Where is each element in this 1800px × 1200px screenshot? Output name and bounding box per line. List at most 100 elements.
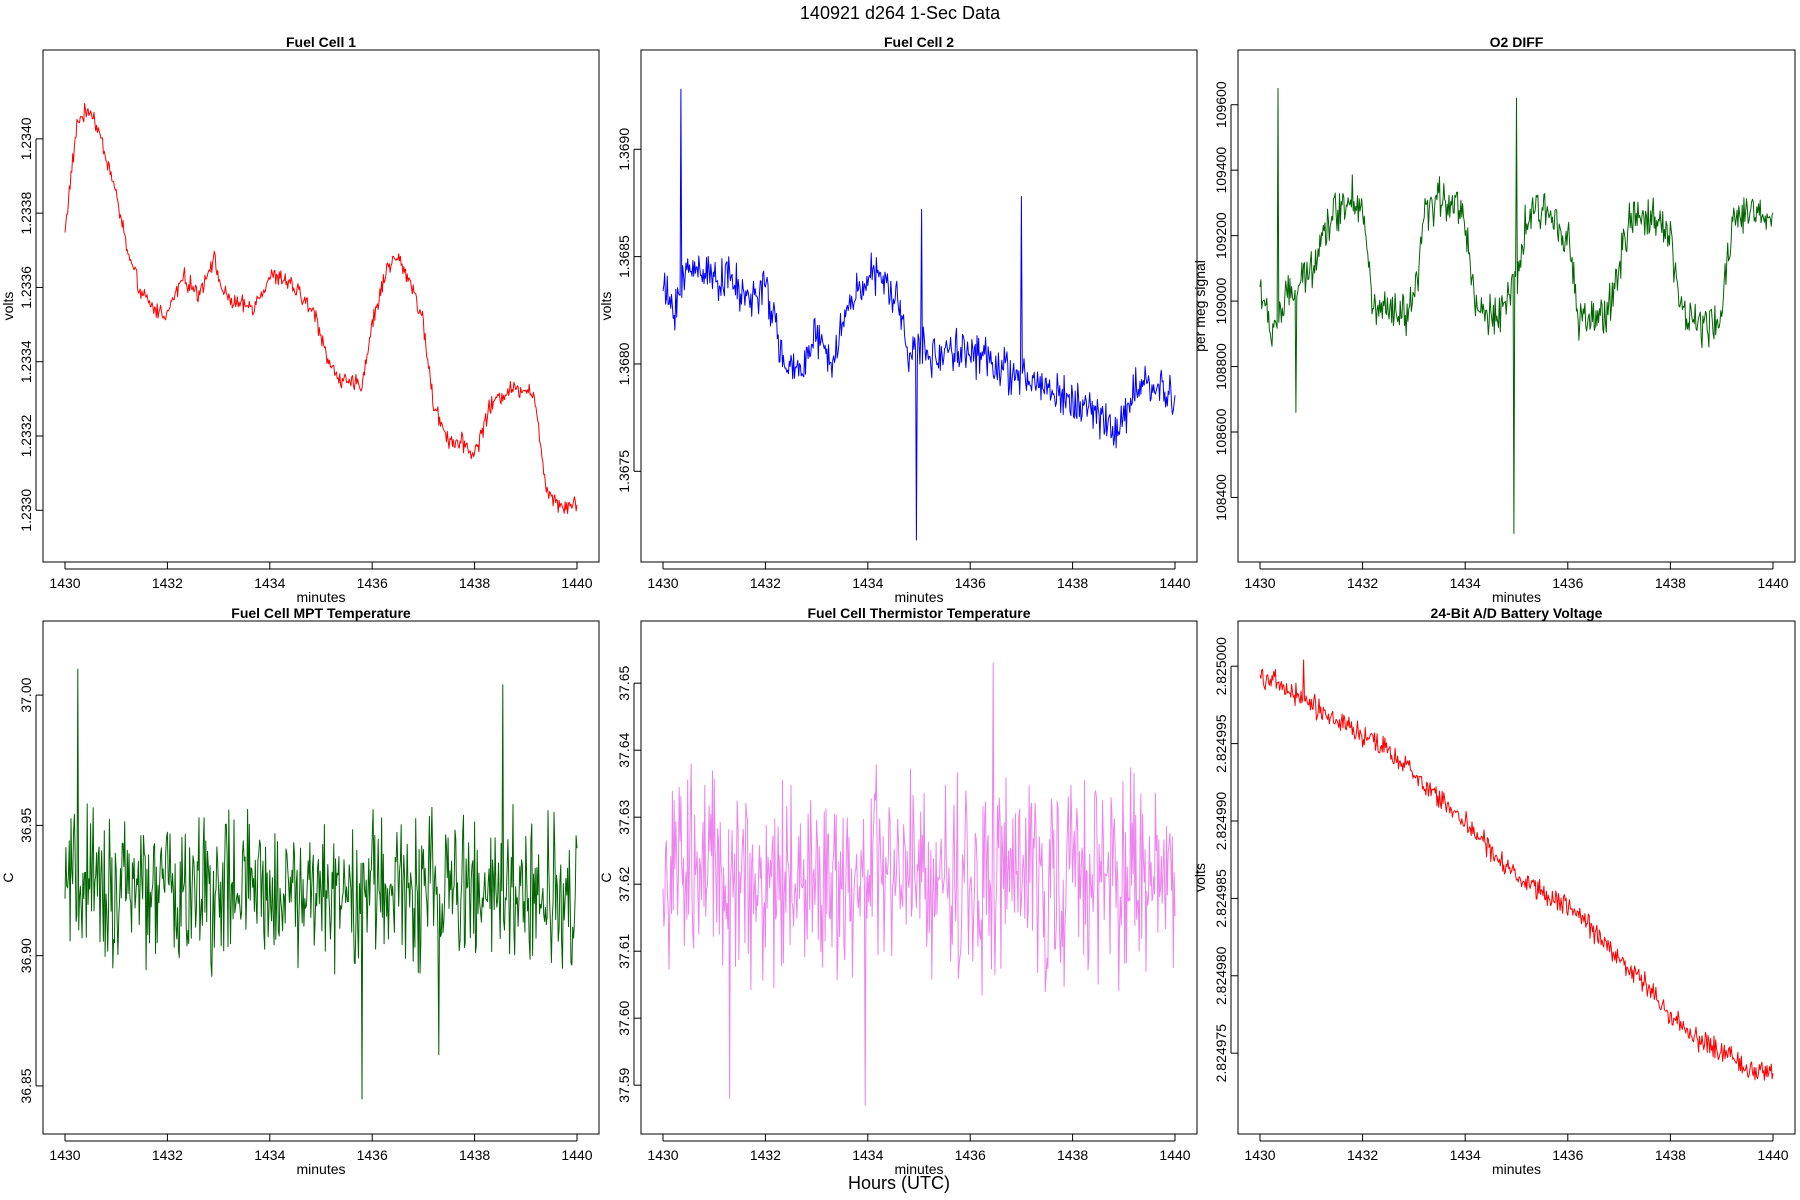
x-tick-label: 1432 xyxy=(750,1147,781,1163)
x-tick-label: 1436 xyxy=(1552,575,1583,591)
y-tick-label: 108600 xyxy=(1213,408,1229,455)
plot-frame xyxy=(640,49,1198,563)
x-tick-label: 1438 xyxy=(1655,575,1686,591)
y-tick-label: 1.2332 xyxy=(18,414,34,457)
figure-title: 140921 d264 1-Sec Data xyxy=(800,3,1001,23)
y-tick-label: 2.824985 xyxy=(1213,869,1229,928)
x-tick-label: 1436 xyxy=(955,1147,986,1163)
y-tick-label: 1.3675 xyxy=(616,450,632,493)
y-tick-label: 36.85 xyxy=(18,1068,34,1103)
y-tick-label: 37.62 xyxy=(616,866,632,901)
chart-panel: O2 DIFF 1430 1432 1434 1436 1438 1440 minutes 10… xyxy=(1192,34,1796,605)
x-tick-label: 1430 xyxy=(49,575,80,591)
x-axis-label: minutes xyxy=(296,1161,345,1177)
y-tick-label: 2.825000 xyxy=(1213,637,1229,696)
x-tick-label: 1434 xyxy=(852,1147,883,1163)
chart-panel: Fuel Cell MPT Temperature 1430 1432 1434 143… xyxy=(0,605,600,1177)
x-tick-label: 1434 xyxy=(852,575,883,591)
x-tick-label: 1438 xyxy=(1057,1147,1088,1163)
plot-frame xyxy=(42,620,600,1135)
y-tick-label: 37.63 xyxy=(616,799,632,834)
x-tick-label: 1434 xyxy=(254,1147,285,1163)
y-tick-label: 37.61 xyxy=(616,933,632,968)
figure-xlabel: Hours (UTC) xyxy=(848,1173,950,1193)
y-tick-label: 2.824975 xyxy=(1213,1024,1229,1083)
x-tick-label: 1430 xyxy=(1244,575,1275,591)
x-tick-label: 1440 xyxy=(561,1147,592,1163)
plot-frame xyxy=(42,49,600,563)
x-tick-label: 1432 xyxy=(750,575,781,591)
chart-panel: Fuel Cell 1 1430 1432 1434 1436 1438 1440 minut… xyxy=(0,34,600,605)
x-tick-label: 1434 xyxy=(254,575,285,591)
x-tick-label: 1438 xyxy=(1655,1147,1686,1163)
y-tick-label: 37.59 xyxy=(616,1067,632,1102)
y-tick-label: 1.3680 xyxy=(616,342,632,385)
x-tick-label: 1434 xyxy=(1450,1147,1481,1163)
x-tick-label: 1432 xyxy=(1347,1147,1378,1163)
y-tick-label: 37.64 xyxy=(616,732,632,767)
x-axis-label: minutes xyxy=(894,589,943,605)
x-tick-label: 1436 xyxy=(357,575,388,591)
plot-frame xyxy=(640,620,1198,1135)
y-tick-label: 109600 xyxy=(1213,81,1229,128)
y-tick-label: 37.60 xyxy=(616,1000,632,1035)
x-tick-label: 1430 xyxy=(49,1147,80,1163)
y-axis-label: volts xyxy=(0,292,16,321)
x-tick-label: 1436 xyxy=(357,1147,388,1163)
plot-frame xyxy=(1237,49,1796,563)
y-tick-label: 1.2338 xyxy=(18,192,34,235)
y-tick-label: 1.2340 xyxy=(18,117,34,160)
y-axis-label: C xyxy=(0,872,16,882)
y-axis-label: C xyxy=(598,872,614,882)
series-line xyxy=(1259,659,1774,1081)
series-line xyxy=(64,103,578,514)
x-tick-label: 1432 xyxy=(152,575,183,591)
panel-title: Fuel Cell 2 xyxy=(884,34,954,50)
x-tick-label: 1440 xyxy=(1159,575,1190,591)
x-tick-label: 1430 xyxy=(1244,1147,1275,1163)
y-tick-label: 37.00 xyxy=(18,677,34,712)
y-tick-label: 109000 xyxy=(1213,278,1229,325)
x-tick-label: 1440 xyxy=(1757,575,1788,591)
chart-panel: Fuel Cell Thermistor Temperature 1430 1432… xyxy=(598,605,1198,1177)
y-tick-label: 1.3690 xyxy=(616,128,632,171)
y-tick-label: 1.2330 xyxy=(18,489,34,532)
x-axis-label: minutes xyxy=(894,1161,943,1177)
panel-title: Fuel Cell 1 xyxy=(286,34,356,50)
x-tick-label: 1430 xyxy=(647,1147,678,1163)
x-tick-label: 1438 xyxy=(459,575,490,591)
x-tick-label: 1440 xyxy=(1159,1147,1190,1163)
chart-panel: 24-Bit A/D Battery Voltage 1430 1432 1434 14… xyxy=(1192,605,1796,1177)
x-axis-label: minutes xyxy=(1492,589,1541,605)
y-tick-label: 2.824995 xyxy=(1213,714,1229,773)
y-tick-label: 108800 xyxy=(1213,343,1229,390)
panel-title: Fuel Cell MPT Temperature xyxy=(231,605,411,621)
y-tick-label: 2.824980 xyxy=(1213,946,1229,1005)
y-axis-label: volts xyxy=(1192,863,1208,892)
y-tick-label: 109400 xyxy=(1213,147,1229,194)
y-tick-label: 36.95 xyxy=(18,808,34,843)
y-tick-label: 1.3685 xyxy=(616,235,632,278)
chart-panel: Fuel Cell 2 1430 1432 1434 1436 1438 1440 minut… xyxy=(598,34,1198,605)
series-line xyxy=(64,668,578,1100)
y-tick-label: 37.65 xyxy=(616,665,632,700)
y-tick-label: 108400 xyxy=(1213,474,1229,521)
x-tick-label: 1434 xyxy=(1450,575,1481,591)
y-tick-label: 109200 xyxy=(1213,212,1229,259)
x-tick-label: 1432 xyxy=(152,1147,183,1163)
x-tick-label: 1432 xyxy=(1347,575,1378,591)
x-tick-label: 1436 xyxy=(1552,1147,1583,1163)
series-line xyxy=(1259,87,1774,534)
x-tick-label: 1440 xyxy=(561,575,592,591)
panel-title: 24-Bit A/D Battery Voltage xyxy=(1431,605,1603,621)
x-tick-label: 1438 xyxy=(459,1147,490,1163)
series-line xyxy=(662,662,1176,1106)
x-tick-label: 1440 xyxy=(1757,1147,1788,1163)
x-tick-label: 1430 xyxy=(647,575,678,591)
x-axis-label: minutes xyxy=(1492,1161,1541,1177)
y-axis-label: volts xyxy=(598,292,614,321)
y-tick-label: 1.2334 xyxy=(18,340,34,383)
y-axis-label: per meg signal xyxy=(1192,260,1208,352)
y-tick-label: 36.90 xyxy=(18,938,34,973)
